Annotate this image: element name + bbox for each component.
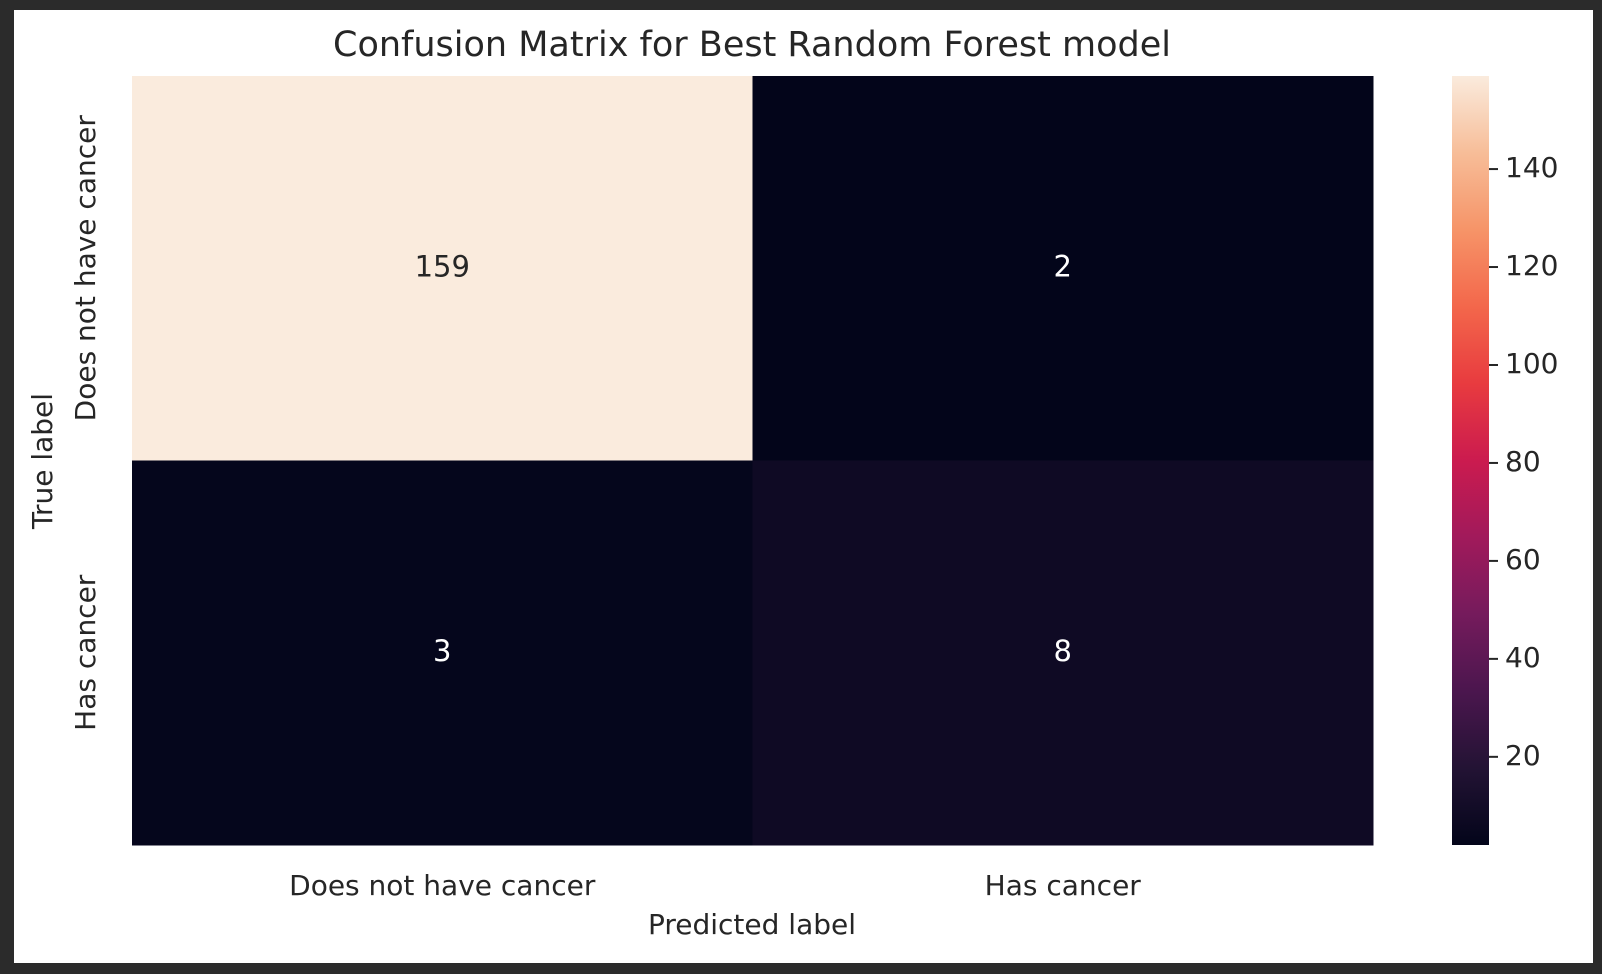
heatmap-cell [752,460,1374,846]
heatmap-cell [132,460,753,846]
colorbar-tick-label: 80 [1505,445,1541,478]
heatmap-cell [752,76,1374,461]
y-tick-label: Does not have cancer [69,115,102,422]
colorbar-tick-label: 40 [1505,641,1541,674]
cell-label: 3 [433,634,451,668]
colorbar-tick-label: 100 [1505,347,1558,380]
chart-title: Confusion Matrix for Best Random Forest … [333,25,1171,65]
colorbar-tick-label: 20 [1505,739,1541,772]
cell-label: 2 [1054,249,1072,283]
x-tick-label: Has cancer [985,869,1142,902]
colorbar-tick-label: 140 [1505,151,1558,184]
x-tick-label: Does not have cancer [289,869,596,902]
x-axis-label: Predicted label [648,908,856,941]
cell-label: 159 [415,249,470,283]
cell-label: 8 [1054,634,1072,668]
colorbar-tick-label: 60 [1505,543,1541,576]
y-tick-label: Has cancer [69,574,102,731]
heatmap-cell [132,76,753,461]
y-axis-label: True label [26,393,59,530]
colorbar-tick-label: 120 [1505,249,1558,282]
colorbar [1452,76,1489,845]
